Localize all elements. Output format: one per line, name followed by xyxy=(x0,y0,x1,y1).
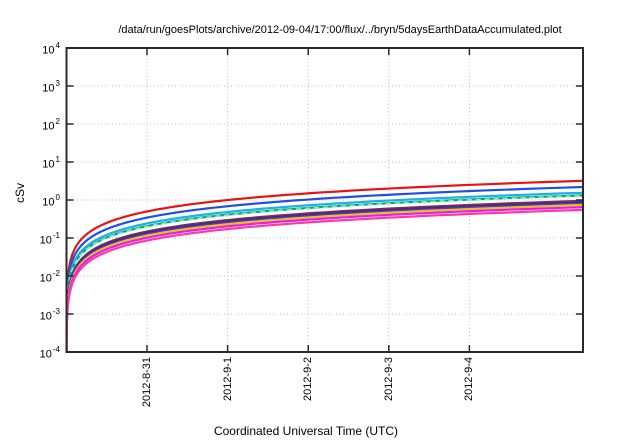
curve-pink xyxy=(66,208,583,352)
y-tick-label: 10-3 xyxy=(39,307,60,323)
x-tick-label: 2012-9-1 xyxy=(221,357,234,402)
x-axis-label: Coordinated Universal Time (UTC) xyxy=(213,424,399,438)
y-axis-label: cSv xyxy=(13,183,27,204)
x-tick-label: 2012-8-31 xyxy=(141,357,153,408)
y-tick-label: 10-4 xyxy=(39,345,60,361)
y-tick-label: 101 xyxy=(42,155,60,171)
y-tick-label: 10-2 xyxy=(39,269,60,285)
x-tick-label: 2012-9-2 xyxy=(302,357,315,402)
curve-pale-teal-dashed xyxy=(66,194,583,352)
curve-navy xyxy=(66,201,583,352)
y-tick-label: 102 xyxy=(42,117,60,133)
y-tick-label: 104 xyxy=(42,41,60,57)
x-tick-label: 2012-9-3 xyxy=(382,357,395,402)
x-tick-label: 2012-9-4 xyxy=(463,357,476,402)
y-tick-label: 103 xyxy=(42,79,60,95)
curve-red xyxy=(66,179,583,352)
y-tick-label: 100 xyxy=(42,193,60,209)
chart-title: /data/run/goesPlots/archive/2012-09-04/1… xyxy=(118,24,562,36)
y-tick-label: 10-1 xyxy=(39,231,60,247)
